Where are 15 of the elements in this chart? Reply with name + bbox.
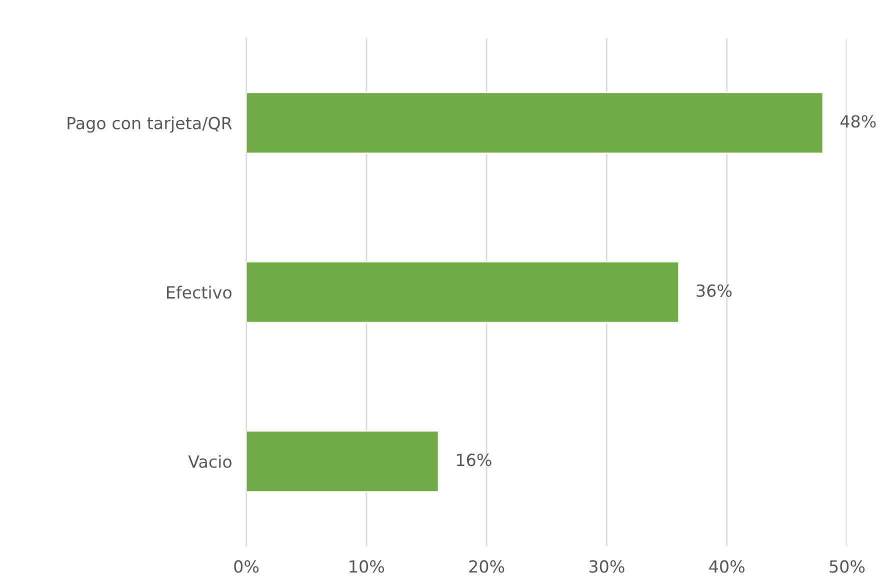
bar [246, 430, 440, 493]
data-label: 36% [696, 284, 732, 297]
x-tick-label: 40% [709, 560, 744, 573]
x-tick-label: 20% [469, 560, 504, 573]
y-tick-label: Pago con tarjeta/QR [68, 116, 232, 133]
data-label: 16% [457, 454, 492, 466]
data-label: 48% [840, 115, 876, 128]
y-tick-label: Vacio [188, 455, 232, 468]
y-tick-label: Efectivo [167, 286, 232, 299]
x-tick-label: 30% [589, 560, 624, 573]
bar [246, 260, 680, 324]
x-tick-label: 50% [830, 560, 865, 573]
bar [246, 92, 824, 154]
x-tick-label: 0% [234, 560, 259, 573]
x-tick-label: 10% [350, 560, 384, 573]
